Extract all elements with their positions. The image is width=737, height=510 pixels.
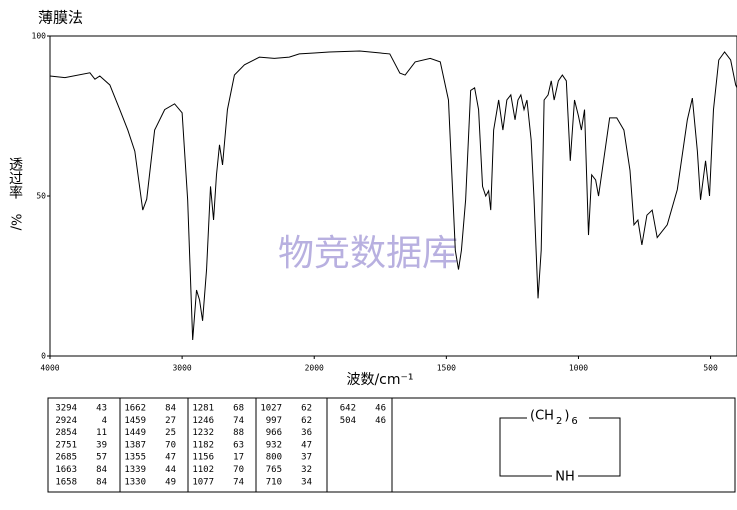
y-tick-label: 50 [36, 192, 46, 201]
peak-wavenumber: 1662 [124, 404, 146, 414]
peak-transmittance: 49 [165, 477, 176, 487]
plot-frame [49, 35, 737, 357]
peak-transmittance: 25 [165, 428, 176, 438]
x-tick-label: 2000 [305, 364, 324, 373]
x-tick-label: 3000 [172, 364, 191, 373]
peak-wavenumber: 1246 [192, 416, 214, 426]
peak-wavenumber: 997 [266, 416, 282, 426]
y-axis-unit: %/ [8, 214, 23, 231]
peak-wavenumber: 1330 [124, 477, 146, 487]
peak-transmittance: 44 [165, 465, 176, 475]
y-tick-label: 0 [41, 352, 46, 361]
x-tick-label: 1500 [437, 364, 456, 373]
peak-wavenumber: 1355 [124, 453, 146, 463]
peak-transmittance: 36 [301, 428, 312, 438]
peak-transmittance: 74 [233, 477, 244, 487]
peak-transmittance: 84 [165, 404, 176, 414]
peak-transmittance: 70 [233, 465, 244, 475]
peak-transmittance: 47 [165, 453, 176, 463]
subscript: 6 [571, 416, 577, 427]
peak-wavenumber: 1027 [260, 404, 282, 414]
peak-transmittance: 46 [375, 416, 386, 426]
x-tick-label: 500 [703, 364, 718, 373]
peak-transmittance: 17 [233, 453, 244, 463]
peak-wavenumber: 3294 [55, 404, 77, 414]
y-tick-label: 100 [32, 32, 47, 41]
peak-wavenumber: 1156 [192, 453, 214, 463]
x-axis-label: 波数/cm⁻¹ [346, 372, 413, 388]
peak-wavenumber: 2854 [55, 428, 77, 438]
peak-wavenumber: 2751 [55, 440, 77, 450]
peak-wavenumber: 504 [340, 416, 356, 426]
peak-wavenumber: 2685 [55, 453, 77, 463]
formula-text: NH [555, 470, 575, 485]
formula-text: (CH [530, 409, 554, 424]
peak-wavenumber: 642 [340, 404, 356, 414]
peak-wavenumber: 1339 [124, 465, 146, 475]
peak-transmittance: 46 [375, 404, 386, 414]
peak-wavenumber: 1459 [124, 416, 146, 426]
peak-transmittance: 84 [96, 465, 107, 475]
subscript: 2 [556, 416, 562, 427]
peak-transmittance: 62 [301, 416, 312, 426]
peak-wavenumber: 1077 [192, 477, 214, 487]
peak-transmittance: 84 [96, 477, 107, 487]
spectrum-line [49, 50, 737, 341]
peak-wavenumber: 2924 [55, 416, 77, 426]
peak-transmittance: 57 [96, 453, 107, 463]
label-backdrop [527, 410, 589, 426]
peak-wavenumber: 765 [266, 465, 282, 475]
peak-wavenumber: 932 [266, 440, 282, 450]
peak-wavenumber: 1658 [55, 477, 77, 487]
peak-wavenumber: 1281 [192, 404, 214, 414]
peak-transmittance: 32 [301, 465, 312, 475]
peak-wavenumber: 1232 [192, 428, 214, 438]
peak-transmittance: 27 [165, 416, 176, 426]
peak-transmittance: 62 [301, 404, 312, 414]
label-backdrop [552, 469, 578, 483]
peak-wavenumber: 1387 [124, 440, 146, 450]
peak-transmittance: 74 [233, 416, 244, 426]
x-tick-label: 1000 [569, 364, 588, 373]
peak-wavenumber: 1449 [124, 428, 146, 438]
peak-wavenumber: 800 [266, 453, 282, 463]
peak-wavenumber: 1663 [55, 465, 77, 475]
formula-text: ) [564, 409, 569, 424]
peak-transmittance: 11 [96, 428, 107, 438]
peak-transmittance: 39 [96, 440, 107, 450]
y-axis-label: 透过率 [7, 157, 23, 199]
peak-wavenumber: 1102 [192, 465, 214, 475]
peak-transmittance: 34 [301, 477, 312, 487]
peak-wavenumber: 1182 [192, 440, 214, 450]
chart-title: 薄膜法 [38, 9, 83, 27]
peak-transmittance: 70 [165, 440, 176, 450]
peak-transmittance: 63 [233, 440, 244, 450]
x-tick-label: 4000 [40, 364, 59, 373]
peak-transmittance: 47 [301, 440, 312, 450]
peak-wavenumber: 710 [266, 477, 282, 487]
peak-transmittance: 43 [96, 404, 107, 414]
peak-transmittance: 68 [233, 404, 244, 414]
peak-wavenumber: 966 [266, 428, 282, 438]
watermark: 物竞数据库 [278, 233, 458, 274]
peak-transmittance: 37 [301, 453, 312, 463]
peak-transmittance: 4 [102, 416, 107, 426]
peak-transmittance: 88 [233, 428, 244, 438]
